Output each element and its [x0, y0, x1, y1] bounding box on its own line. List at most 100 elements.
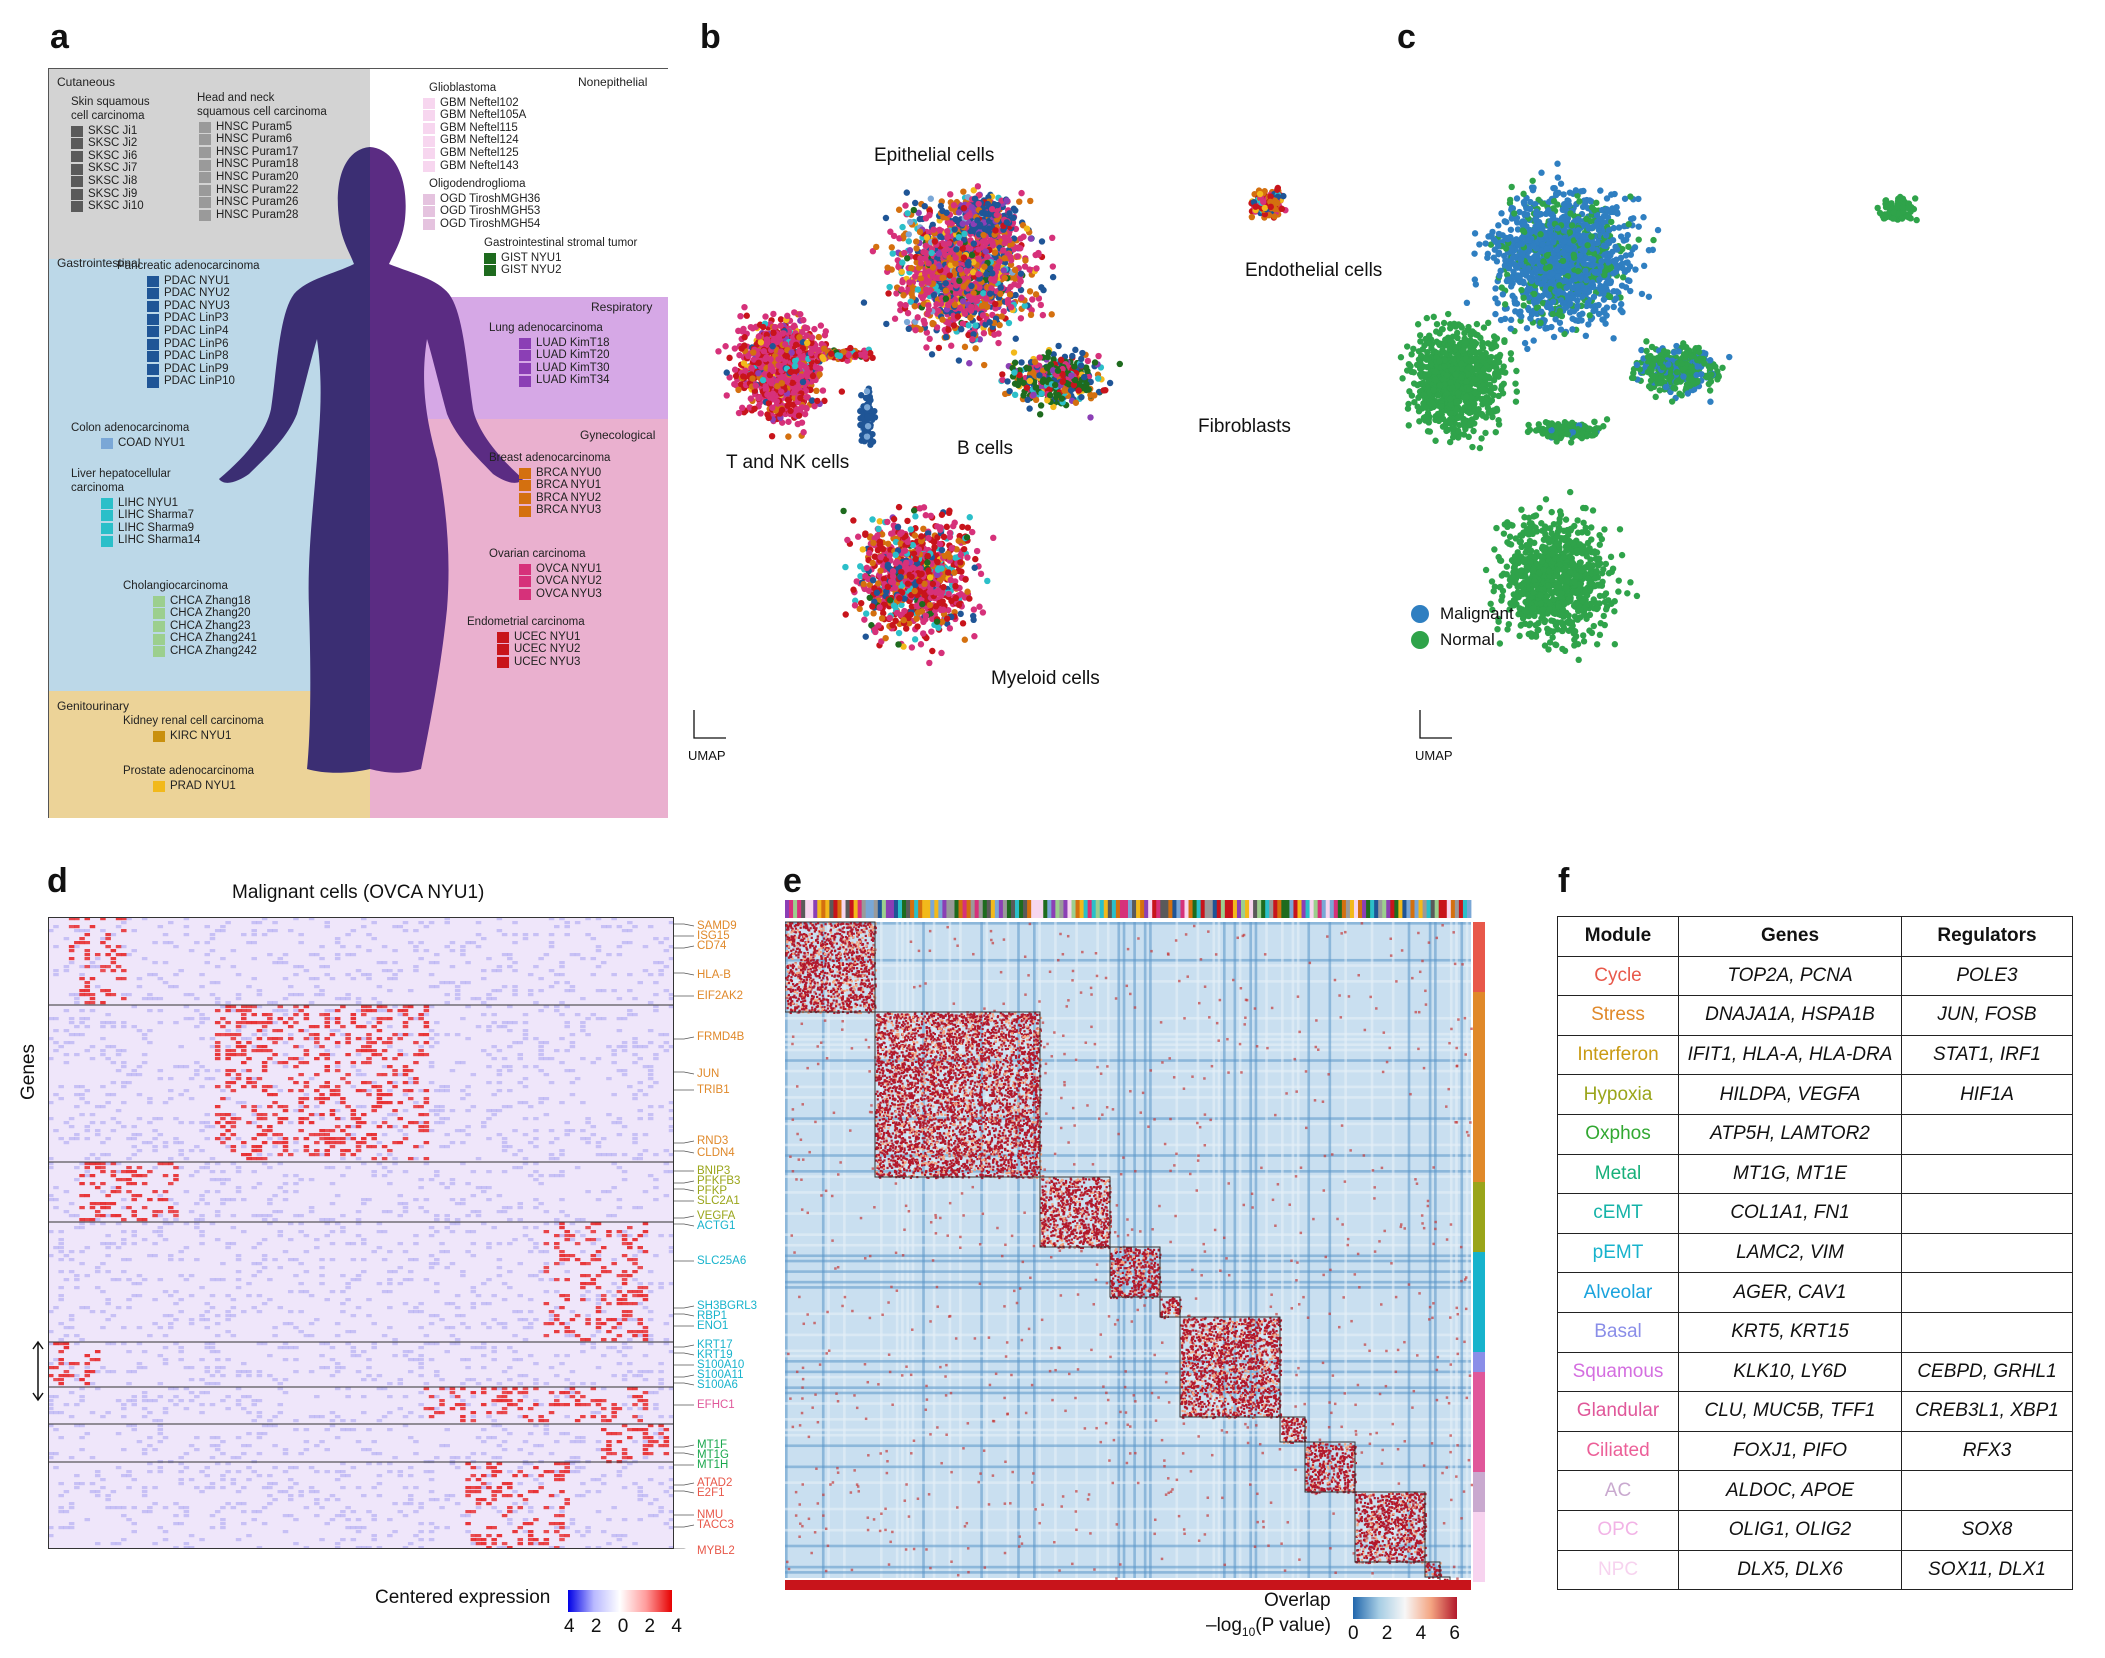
group-title: Endometrial carcinoma — [467, 615, 585, 629]
umap-cell-point — [932, 603, 940, 610]
umap-cell-point — [741, 342, 748, 349]
umap-cell-point — [938, 546, 946, 554]
sample-label: LIHC NYU1 — [118, 497, 178, 510]
umap-cell-point — [731, 366, 739, 373]
umap-cell-point — [1050, 403, 1057, 411]
umap-cell-point — [807, 349, 815, 357]
umap-cell-point — [890, 232, 898, 240]
sample-color-swatch — [153, 633, 165, 645]
umap-cell-point — [875, 580, 882, 587]
sample-item: PDAC LinP10 — [147, 375, 235, 389]
umap-cell-point — [940, 240, 948, 248]
umap-cell-point — [735, 327, 742, 335]
umap-cell-point — [955, 209, 963, 216]
umap-cell-point — [1004, 378, 1011, 385]
umap-cell-point — [1050, 351, 1057, 358]
umap-cell-point — [723, 392, 730, 399]
sample-item: PDAC LinP4 — [147, 325, 235, 338]
umap-cell-point — [972, 322, 979, 329]
umap-cell-point — [979, 609, 987, 616]
umap-cell-point — [871, 626, 878, 633]
umap-cell-point — [1049, 367, 1057, 374]
umap-cell-point — [866, 549, 873, 557]
group-title: Ovarian carcinoma — [489, 547, 586, 561]
umap-cell-point — [976, 603, 983, 610]
umap-cell-point — [874, 532, 881, 539]
umap-cell-point — [970, 240, 977, 247]
sample-label: SKSC Ji1 — [88, 125, 137, 138]
umap-cell-point — [1554, 160, 1561, 167]
umap-cell-point — [915, 209, 922, 217]
umap-cell-point — [1054, 367, 1062, 374]
sample-color-swatch — [101, 522, 113, 534]
sample-item: HNSC Puram17 — [199, 146, 298, 159]
umap-cell-point — [950, 202, 958, 209]
umap-cell-point — [907, 218, 914, 226]
umap-cell-point — [968, 282, 975, 290]
umap-cell-point — [887, 597, 894, 604]
umap-cell-point — [1018, 359, 1025, 366]
sample-label: OVCA NYU1 — [536, 563, 602, 576]
umap-cell-point — [790, 323, 797, 331]
umap-cell-point — [792, 341, 800, 348]
umap-cell-point — [960, 188, 967, 195]
umap-cell-point — [715, 348, 722, 355]
umap-cell-point — [840, 348, 847, 356]
group-title: Gastrointestinal stromal tumor — [484, 236, 637, 250]
umap-cell-point — [926, 287, 934, 294]
umap-cell-point — [809, 397, 816, 404]
umap-cell-point — [1070, 381, 1078, 389]
umap-cell-point — [1017, 315, 1025, 322]
sample-color-swatch — [519, 588, 531, 600]
umap-cell-point — [817, 322, 825, 329]
umap-cell-point — [778, 406, 786, 414]
umap-cell-point — [928, 249, 935, 257]
umap-cell-point — [814, 397, 821, 405]
umap-cell-point — [856, 605, 863, 613]
umap-cell-point — [1095, 375, 1102, 382]
umap-cell-point — [943, 615, 951, 622]
umap-cell-point — [1068, 372, 1075, 379]
sample-label: HNSC Puram18 — [216, 158, 298, 171]
umap-cell-point — [944, 550, 952, 557]
umap-cell-point — [1005, 319, 1013, 327]
sample-color-swatch — [71, 176, 83, 188]
umap-cell-point — [736, 351, 743, 359]
umap-cell-point — [945, 326, 952, 333]
group-title: Breast adenocarcinoma — [489, 451, 610, 465]
umap-cell-point — [951, 569, 958, 576]
umap-cell-point — [919, 630, 927, 637]
umap-cell-point — [922, 512, 929, 519]
umap-cell-point — [876, 604, 883, 611]
group-title: Oligodendroglioma — [429, 177, 526, 191]
umap-cell-point — [955, 537, 962, 544]
umap-cell-point — [740, 373, 747, 380]
umap-cell-point — [991, 331, 998, 338]
umap-cell-point — [757, 339, 765, 346]
sample-color-swatch — [71, 201, 83, 213]
sample-label: PDAC LinP9 — [164, 363, 229, 376]
umap-cell-point — [920, 504, 928, 511]
panel-label-a: a — [50, 18, 69, 57]
sample-item: HNSC Puram26 — [199, 196, 298, 210]
umap-cell-point — [836, 352, 844, 360]
umap-cell-point — [863, 610, 870, 617]
umap-cell-point — [1081, 373, 1088, 381]
umap-cell-point — [895, 503, 903, 511]
sample-label: GBM Neftel115 — [440, 122, 518, 135]
umap-cell-point — [982, 295, 990, 302]
umap-cell-point — [1026, 405, 1033, 412]
umap-cell-point — [945, 319, 953, 327]
region-nonepithelial — [370, 69, 668, 297]
umap-cell-point — [1274, 186, 1281, 193]
group-items: UCEC NYU1 UCEC NYU2 UCEC NYU3 — [497, 631, 580, 669]
umap-cell-point — [747, 323, 755, 331]
umap-cell-point — [1622, 252, 1630, 259]
sample-item: BRCA NYU2 — [519, 492, 601, 505]
umap-cell-point — [1574, 192, 1581, 199]
sample-color-swatch — [147, 376, 159, 388]
umap-cell-point — [888, 530, 895, 537]
sample-color-swatch — [71, 125, 83, 137]
umap-cell-point — [784, 402, 791, 409]
umap-cell-point — [902, 301, 909, 309]
